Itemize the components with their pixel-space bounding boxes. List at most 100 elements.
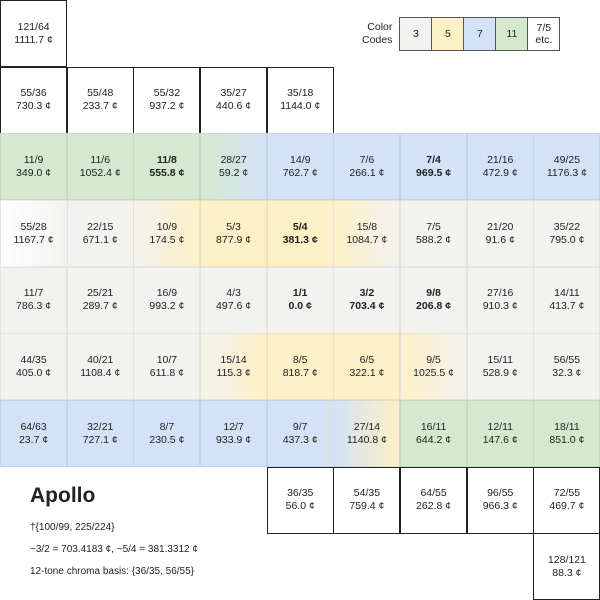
cell: 10/9 174.5 ¢ — [133, 200, 201, 268]
cell: 15/11 528.9 ¢ — [466, 333, 534, 401]
cents: 727.1 ¢ — [82, 433, 118, 446]
cell: 9/7 437.3 ¢ — [266, 400, 334, 468]
ratio: 49/25 — [553, 153, 581, 166]
cents: 877.9 ¢ — [216, 233, 252, 246]
cents: 1176.3 ¢ — [546, 166, 587, 179]
cents: 381.3 ¢ — [282, 233, 318, 246]
ratio: 128/121 — [547, 553, 586, 566]
cents: 115.3 ¢ — [216, 366, 251, 379]
ratio: 40/21 — [87, 353, 114, 366]
cell: 35/22 795.0 ¢ — [533, 200, 600, 268]
cell: 8/7 230.5 ¢ — [133, 400, 201, 468]
cents: 1167.7 ¢ — [13, 233, 54, 246]
cell: 54/35 759.4 ¢ — [333, 466, 401, 534]
ratio: 27/14 — [353, 420, 381, 433]
cell: 55/32 937.2 ¢ — [133, 66, 201, 134]
cell: 11/9 349.0 ¢ — [0, 133, 68, 201]
ratio: 55/28 — [20, 220, 47, 233]
cents: 469.7 ¢ — [549, 500, 585, 513]
ratio: 14/9 — [290, 153, 311, 166]
ratio: 21/20 — [487, 220, 514, 233]
cents: 786.3 ¢ — [16, 300, 52, 313]
cents: 762.7 ¢ — [282, 166, 318, 179]
ratio: 6/5 — [359, 353, 375, 366]
cell: 11/6 1052.4 ¢ — [66, 133, 134, 201]
ratio: 10/7 — [156, 353, 178, 366]
cell: 28/27 59.2 ¢ — [200, 133, 268, 201]
cents: 59.2 ¢ — [218, 166, 249, 179]
cell: 40/21 1108.4 ¢ — [66, 333, 134, 401]
cents: 32.3 ¢ — [552, 366, 582, 379]
cell: 49/25 1176.3 ¢ — [533, 133, 600, 201]
cents: 933.9 ¢ — [216, 433, 252, 446]
ratio: 36/35 — [287, 487, 314, 500]
ratio: 22/15 — [87, 220, 114, 233]
ratio: 1/1 — [292, 287, 308, 300]
cell: 15/14 115.3 ¢ — [200, 333, 268, 401]
ratio: 35/18 — [287, 87, 314, 100]
cents: 147.6 ¢ — [482, 433, 518, 446]
cents: 993.2 ¢ — [149, 300, 185, 313]
cell: 14/9 762.7 ¢ — [266, 133, 334, 201]
ratio: 121/64 — [17, 20, 50, 33]
note: †{100/99, 225/224} — [30, 522, 115, 533]
cell: 4/3 497.6 ¢ — [200, 266, 268, 334]
ratio: 25/21 — [87, 287, 114, 300]
legend-label-line: Color — [367, 21, 393, 33]
cell: 22/15 671.1 ¢ — [66, 200, 134, 268]
cents: 795.0 ¢ — [549, 233, 585, 246]
ratio: 72/55 — [553, 487, 581, 500]
cents: 910.3 ¢ — [482, 300, 518, 313]
ratio: 35/27 — [220, 87, 247, 100]
cell: 27/16 910.3 ¢ — [466, 266, 534, 334]
cents: 528.9 ¢ — [482, 366, 518, 379]
cell: 32/21 727.1 ¢ — [66, 400, 134, 468]
cents: 88.3 ¢ — [552, 566, 582, 579]
ratio: 3/2 — [359, 287, 375, 300]
ratio: 18/11 — [554, 420, 580, 433]
cents: 440.6 ¢ — [216, 100, 252, 113]
ratio: 27/16 — [487, 287, 514, 300]
cell: 56/55 32.3 ¢ — [533, 333, 600, 401]
cell: 55/48 233.7 ¢ — [66, 66, 134, 134]
cents: 588.2 ¢ — [416, 233, 452, 246]
cell: 7/6 266.1 ¢ — [333, 133, 401, 201]
cents: 1084.7 ¢ — [346, 233, 388, 246]
cell: 128/121 88.3 ¢ — [533, 533, 600, 600]
cents: 56.0 ¢ — [285, 500, 315, 513]
cell: 11/8 555.8 ¢ — [133, 133, 201, 201]
cents: 703.4 ¢ — [349, 300, 385, 313]
cents: 818.7 ¢ — [282, 366, 318, 379]
cents: 289.7 ¢ — [82, 300, 118, 313]
ratio: 55/48 — [87, 87, 114, 100]
cents: 174.5 ¢ — [149, 233, 185, 246]
ratio: 16/9 — [156, 287, 178, 300]
cell: 18/11 851.0 ¢ — [533, 400, 600, 468]
cents: 497.6 ¢ — [216, 300, 252, 313]
ratio: 5/3 — [226, 220, 241, 233]
ratio: 14/11 — [554, 287, 580, 300]
cell: 9/8 206.8 ¢ — [400, 266, 468, 334]
cell: 12/7 933.9 ¢ — [200, 400, 268, 468]
note: 12-tone chroma basis: {36/35, 56/55} — [30, 566, 195, 577]
cell: 44/35 405.0 ¢ — [0, 333, 68, 401]
ratio: 55/32 — [153, 87, 181, 100]
cell: 35/27 440.6 ¢ — [200, 66, 268, 134]
cents: 230.5 ¢ — [149, 433, 185, 446]
cents: 233.7 ¢ — [82, 100, 118, 113]
legend-label: Color Codes — [362, 21, 392, 47]
cell: 15/8 1084.7 ¢ — [333, 200, 401, 268]
ratio: 7/6 — [359, 153, 375, 166]
cell: 12/11 147.6 ¢ — [466, 400, 534, 468]
cell: 96/55 966.3 ¢ — [466, 466, 534, 534]
ratio: 56/55 — [553, 353, 581, 366]
cents: 966.3 ¢ — [482, 500, 518, 513]
notes: Apollo †{100/99, 225/224} ~3/2 = 703.418… — [30, 484, 260, 588]
ratio: 11/6 — [90, 153, 111, 166]
cents: 266.1 ¢ — [349, 166, 385, 179]
ratio: 16/11 — [420, 420, 447, 433]
cell: 25/21 289.7 ¢ — [66, 266, 134, 334]
cell: 64/63 23.7 ¢ — [0, 400, 68, 468]
legend-box: 5 — [431, 17, 465, 51]
cents: 759.4 ¢ — [349, 500, 385, 513]
